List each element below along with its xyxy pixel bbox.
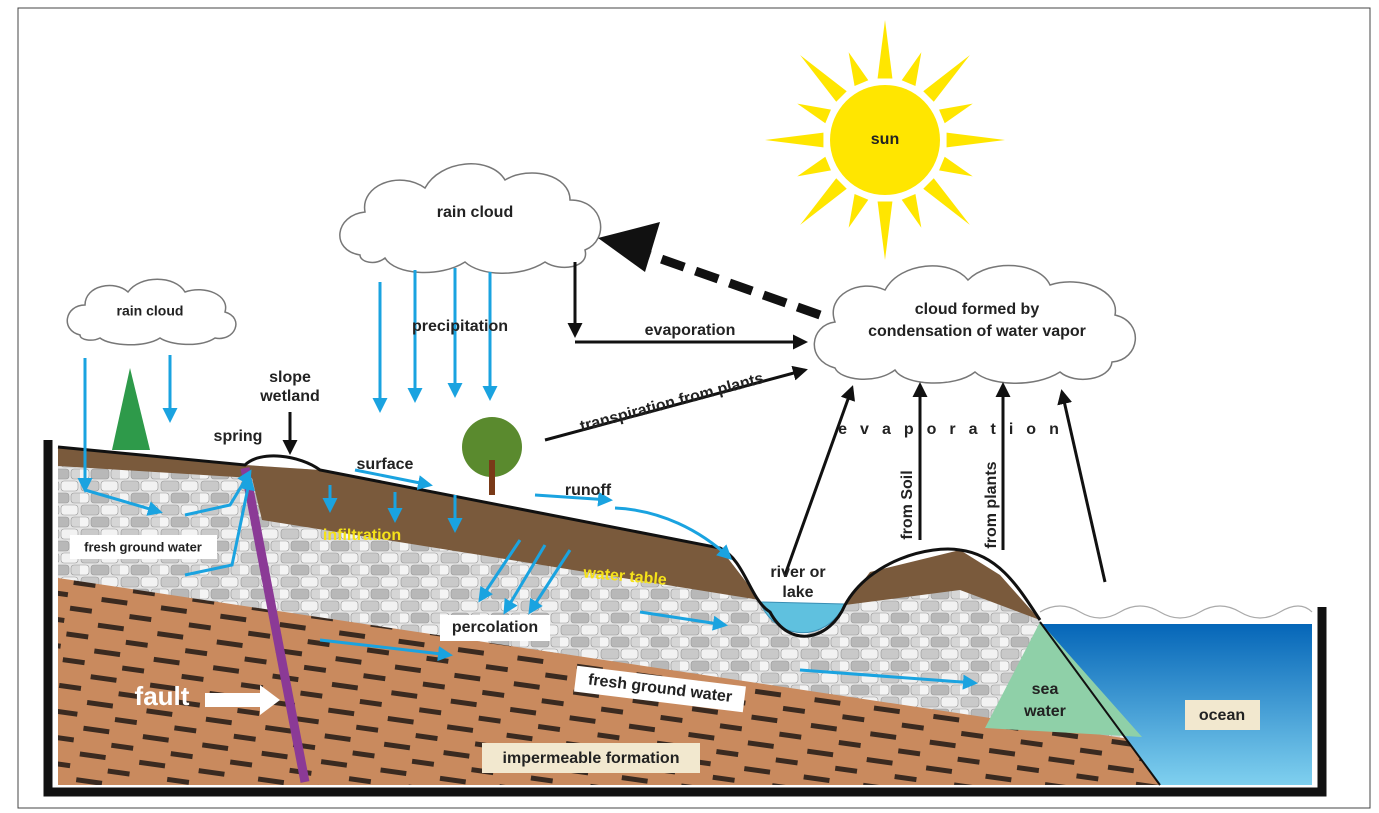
from-soil-label: from Soil [899,470,916,539]
sun-ray [797,157,831,177]
condensation-cloud-line: condensation of water vapor [868,323,1086,340]
fault-label: fault [135,681,190,711]
precipitation-label: precipitation [412,318,508,335]
tree-trunk [489,460,495,495]
sun-ray [923,55,970,102]
evaporation-spaced-label: evaporation [838,421,1072,438]
infiltration-label: infiltration [323,527,401,544]
sun-ray [902,194,922,228]
rain-cloud-small-label: rain cloud [117,303,184,319]
spring-label: spring [214,428,263,445]
sun-ray [902,52,922,86]
sun-ray [923,178,970,225]
water-cycle-diagram: sun rain cloud rain cloud cloud formed b… [0,0,1379,813]
rain-cloud-main-label: rain cloud [437,204,513,221]
dashed-arrow-head [598,222,660,272]
from-plants-label: from plants [983,461,1000,548]
sea-water-label: sea [1032,681,1059,698]
sun-ray [765,133,823,148]
sun-ray [849,194,869,228]
ocean-label: ocean [1199,707,1245,724]
impermeable-formation-label: impermeable formation [503,750,680,767]
sun-label: sun [871,131,899,148]
sun-ray [878,20,893,78]
evaporation-label: evaporation [645,322,736,339]
pine-tree [112,368,150,450]
sea-water-label: water [1023,703,1066,720]
river-lake-label: river or [770,564,825,581]
transpiration-label: transpiration from plants [578,370,765,435]
sun-ray [939,104,973,124]
sun-ray [878,202,893,260]
sun-ray [800,55,847,102]
slope-wetland-label: wetland [259,388,320,405]
sun-ray [800,178,847,225]
river-lake-label: lake [782,584,813,601]
waves [1040,606,1312,618]
sun-ray [849,52,869,86]
sun-ray [797,104,831,124]
runoff-label: runoff [565,482,612,499]
percolation-label: percolation [452,619,538,636]
condensation-cloud-line: cloud formed by [915,301,1040,318]
sun-ray [947,133,1005,148]
fresh-ground-water-label: fresh ground water [84,539,202,554]
slope-wetland-label: slope [269,369,311,386]
sun-ray [939,157,973,177]
surface-label: surface [357,456,414,473]
